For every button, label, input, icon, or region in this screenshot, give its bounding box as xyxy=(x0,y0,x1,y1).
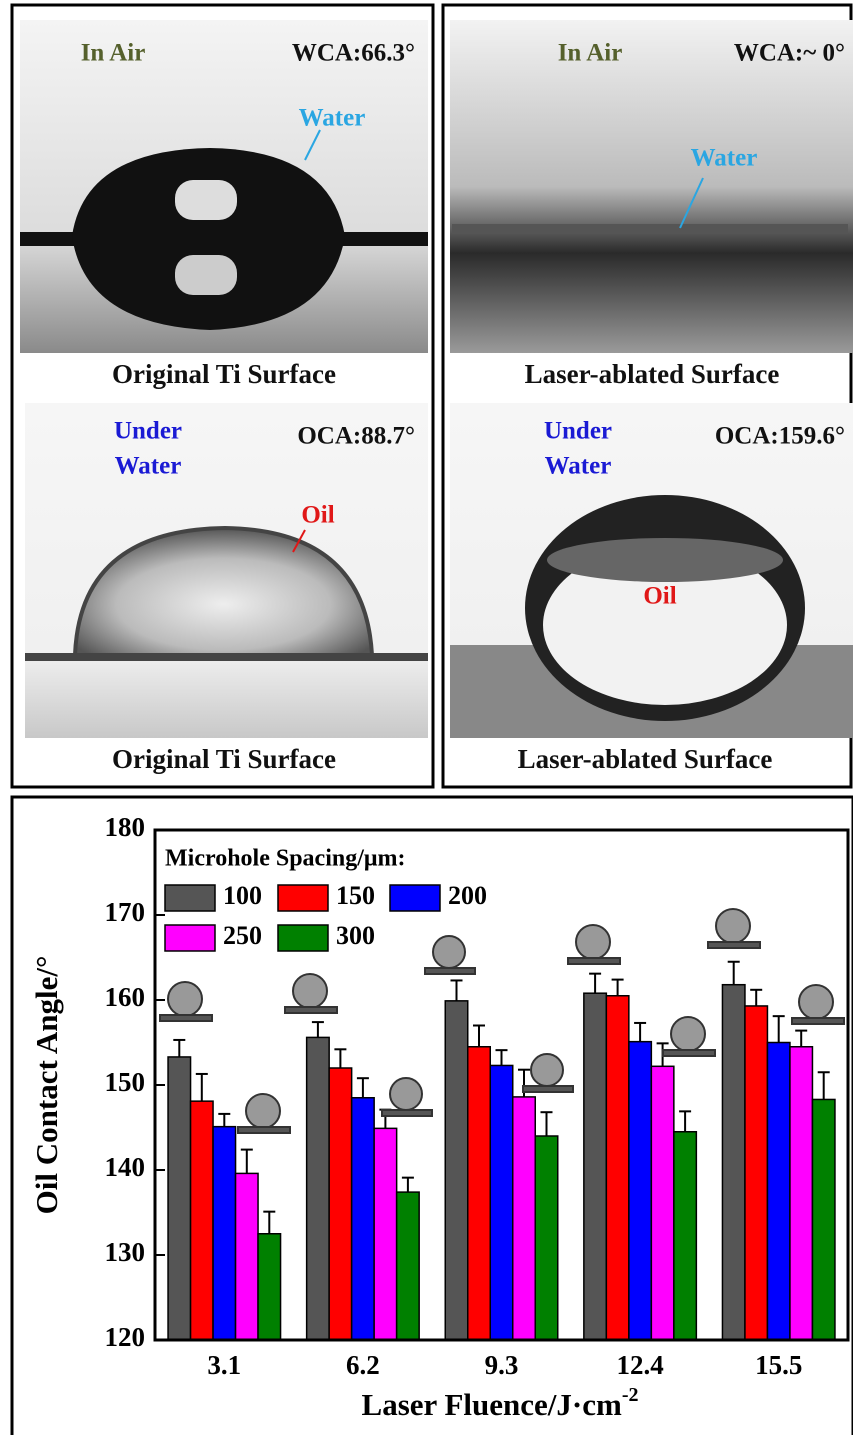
bar xyxy=(745,1006,768,1340)
bar xyxy=(790,1047,813,1340)
caption: Original Ti Surface xyxy=(112,359,336,389)
chart: 120 130 140 150 160 170 180 3.1 6.2 9.3 12.4 15.5 La… xyxy=(29,812,848,1422)
drop-label: Water xyxy=(691,145,758,172)
x-axis-label: Laser Fluence/J·cm-2 xyxy=(362,1384,639,1423)
bar xyxy=(329,1068,352,1340)
bar xyxy=(374,1128,397,1340)
bar xyxy=(535,1136,558,1340)
legend-swatch xyxy=(278,925,328,951)
x-tick-label: 6.2 xyxy=(346,1350,380,1380)
y-tick-label: 130 xyxy=(105,1237,146,1267)
x-axis-label-sup: -2 xyxy=(622,1384,639,1406)
y-tick-label: 180 xyxy=(105,812,146,842)
bar xyxy=(258,1234,281,1340)
y-axis-label: Oil Contact Angle/° xyxy=(29,956,64,1215)
bar xyxy=(606,996,629,1340)
angle-label: WCA:66.3° xyxy=(292,40,415,67)
legend-swatch xyxy=(390,885,440,911)
bar xyxy=(584,993,607,1340)
y-tick-label: 150 xyxy=(105,1067,146,1097)
x-axis-label-main: Laser Fluence/J·cm xyxy=(362,1387,622,1422)
angle-label: WCA:~ 0° xyxy=(734,40,845,67)
angle-label: OCA:88.7° xyxy=(297,423,415,450)
bar xyxy=(236,1173,258,1340)
bar xyxy=(674,1132,697,1340)
legend-swatch xyxy=(165,885,215,911)
bar xyxy=(168,1057,191,1340)
legend-label: 100 xyxy=(223,881,262,910)
bar xyxy=(445,1001,468,1340)
bar xyxy=(307,1037,330,1340)
x-tick-label: 3.1 xyxy=(207,1350,241,1380)
bar xyxy=(352,1098,375,1340)
caption: Original Ti Surface xyxy=(112,744,336,774)
bar xyxy=(812,1099,835,1340)
drop-label: Water xyxy=(299,105,366,132)
bar xyxy=(513,1097,536,1340)
bar xyxy=(490,1065,513,1340)
bar xyxy=(722,985,745,1340)
y-tick-label: 140 xyxy=(105,1152,146,1182)
drop-label: Oil xyxy=(643,583,676,610)
legend-label: 150 xyxy=(336,881,375,910)
caption: Laser-ablated Surface xyxy=(518,744,773,774)
legend-swatch xyxy=(278,885,328,911)
env-label: Water xyxy=(115,453,182,480)
photo xyxy=(25,403,428,738)
legend-swatch xyxy=(165,925,215,951)
bar xyxy=(767,1043,790,1341)
x-tick-label: 9.3 xyxy=(485,1350,519,1380)
x-tick-label: 15.5 xyxy=(755,1350,802,1380)
y-tick-label: 120 xyxy=(105,1322,146,1352)
legend-label: 200 xyxy=(448,881,487,910)
bar xyxy=(629,1042,652,1340)
legend-title: Microhole Spacing/μm: xyxy=(165,846,405,872)
y-tick-label: 170 xyxy=(105,897,146,927)
figure: In Air WCA:66.3° Water Original Ti Surfa… xyxy=(0,0,853,1435)
photo xyxy=(450,20,853,353)
bar xyxy=(213,1127,236,1340)
bar xyxy=(191,1101,214,1340)
photo xyxy=(20,20,428,353)
env-label: Under xyxy=(114,418,182,445)
caption: Laser-ablated Surface xyxy=(525,359,780,389)
drop-label: Oil xyxy=(301,502,334,529)
bar xyxy=(397,1192,420,1340)
legend-label: 300 xyxy=(336,921,375,950)
env-label: Under xyxy=(544,418,612,445)
bar xyxy=(651,1066,674,1340)
env-label: In Air xyxy=(558,40,623,67)
x-tick-label: 12.4 xyxy=(616,1350,663,1380)
bar xyxy=(468,1047,491,1340)
legend-label: 250 xyxy=(223,921,262,950)
y-tick-label: 160 xyxy=(105,982,146,1012)
env-label: In Air xyxy=(81,40,146,67)
angle-label: OCA:159.6° xyxy=(715,423,845,450)
photo xyxy=(450,403,853,738)
env-label: Water xyxy=(545,453,612,480)
